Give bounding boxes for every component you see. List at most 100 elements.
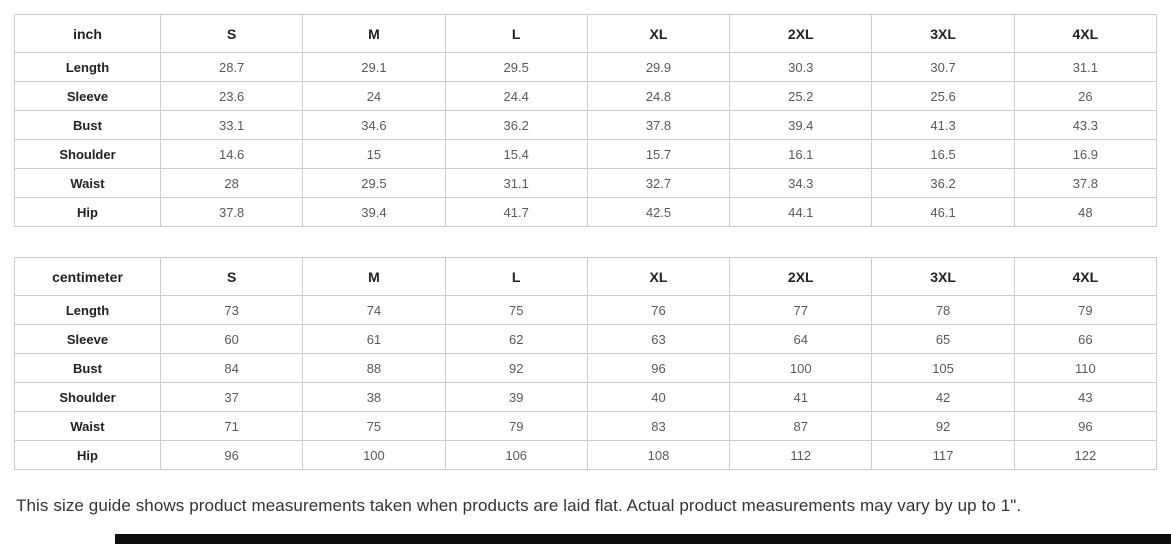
table-row: Waist 71 75 79 83 87 92 96	[14, 411, 1158, 441]
measurement-value: 117	[871, 440, 1015, 470]
measurement-value: 46.1	[871, 197, 1015, 227]
measurement-label: Waist	[14, 411, 161, 441]
table-row: Shoulder 14.6 15 15.4 15.7 16.1 16.5 16.9	[14, 139, 1158, 169]
measurement-label: Length	[14, 295, 161, 325]
measurement-value: 15	[302, 139, 446, 169]
measurement-value: 106	[444, 440, 588, 470]
measurement-value: 44.1	[729, 197, 873, 227]
size-header: 3XL	[871, 257, 1015, 296]
measurement-value: 74	[302, 295, 446, 325]
measurement-value: 43	[1013, 382, 1158, 412]
measurement-value: 29.5	[302, 168, 446, 198]
measurement-value: 100	[729, 353, 873, 383]
measurement-label: Bust	[14, 353, 161, 383]
measurement-value: 48	[1013, 197, 1158, 227]
size-header: 2XL	[729, 257, 873, 296]
size-header: 2XL	[729, 14, 873, 53]
measurement-value: 36.2	[444, 110, 588, 140]
measurement-value: 122	[1013, 440, 1158, 470]
size-table-inch: inch S M L XL 2XL 3XL 4XL Length 28.7 29.1 29.5 29.9…	[14, 14, 1158, 227]
measurement-label: Shoulder	[14, 139, 161, 169]
measurement-value: 37.8	[1013, 168, 1158, 198]
measurement-value: 37.8	[159, 197, 304, 227]
size-table-centimeter: centimeter S M L XL 2XL 3XL 4XL Length 73 74 75 76 77…	[14, 257, 1158, 470]
size-header: S	[159, 14, 304, 53]
measurement-value: 73	[159, 295, 304, 325]
measurement-value: 42	[871, 382, 1015, 412]
header-row: inch S M L XL 2XL 3XL 4XL	[14, 14, 1158, 53]
unit-header: inch	[14, 14, 161, 53]
table-row: Shoulder 37 38 39 40 41 42 43	[14, 382, 1158, 412]
measurement-value: 66	[1013, 324, 1158, 354]
measurement-value: 92	[444, 353, 588, 383]
measurement-label: Sleeve	[14, 324, 161, 354]
measurement-value: 15.4	[444, 139, 588, 169]
measurement-value: 63	[586, 324, 731, 354]
measurement-value: 40	[586, 382, 731, 412]
bottom-bar[interactable]	[115, 534, 1171, 544]
table-row: Bust 84 88 92 96 100 105 110	[14, 353, 1158, 383]
measurement-label: Waist	[14, 168, 161, 198]
measurement-value: 37.8	[586, 110, 731, 140]
measurement-label: Sleeve	[14, 81, 161, 111]
measurement-value: 39.4	[302, 197, 446, 227]
measurement-value: 71	[159, 411, 304, 441]
measurement-value: 108	[586, 440, 731, 470]
measurement-value: 76	[586, 295, 731, 325]
measurement-value: 41.3	[871, 110, 1015, 140]
measurement-value: 96	[159, 440, 304, 470]
measurement-value: 25.2	[729, 81, 873, 111]
size-header: L	[444, 14, 588, 53]
measurement-value: 16.1	[729, 139, 873, 169]
unit-header: centimeter	[14, 257, 161, 296]
measurement-value: 65	[871, 324, 1015, 354]
measurement-value: 36.2	[871, 168, 1015, 198]
measurement-value: 14.6	[159, 139, 304, 169]
measurement-value: 112	[729, 440, 873, 470]
size-header: 4XL	[1013, 14, 1158, 53]
measurement-value: 61	[302, 324, 446, 354]
measurement-value: 39	[444, 382, 588, 412]
measurement-value: 75	[302, 411, 446, 441]
measurement-value: 83	[586, 411, 731, 441]
measurement-value: 29.9	[586, 52, 731, 82]
measurement-value: 78	[871, 295, 1015, 325]
measurement-value: 79	[444, 411, 588, 441]
table-row: Length 28.7 29.1 29.5 29.9 30.3 30.7 31.1	[14, 52, 1158, 82]
measurement-value: 110	[1013, 353, 1158, 383]
measurement-value: 105	[871, 353, 1015, 383]
measurement-value: 29.1	[302, 52, 446, 82]
measurement-value: 34.3	[729, 168, 873, 198]
measurement-value: 84	[159, 353, 304, 383]
measurement-label: Bust	[14, 110, 161, 140]
measurement-value: 92	[871, 411, 1015, 441]
measurement-value: 30.7	[871, 52, 1015, 82]
measurement-value: 23.6	[159, 81, 304, 111]
measurement-value: 75	[444, 295, 588, 325]
measurement-value: 38	[302, 382, 446, 412]
measurement-value: 88	[302, 353, 446, 383]
table-row: Length 73 74 75 76 77 78 79	[14, 295, 1158, 325]
table-row: Sleeve 60 61 62 63 64 65 66	[14, 324, 1158, 354]
measurement-value: 30.3	[729, 52, 873, 82]
measurement-value: 26	[1013, 81, 1158, 111]
measurement-value: 24	[302, 81, 446, 111]
measurement-label: Shoulder	[14, 382, 161, 412]
measurement-value: 16.9	[1013, 139, 1158, 169]
measurement-value: 15.7	[586, 139, 731, 169]
measurement-value: 79	[1013, 295, 1158, 325]
measurement-label: Hip	[14, 197, 161, 227]
measurement-value: 41	[729, 382, 873, 412]
table-row: Hip 37.8 39.4 41.7 42.5 44.1 46.1 48	[14, 197, 1158, 227]
measurement-value: 96	[586, 353, 731, 383]
measurement-value: 25.6	[871, 81, 1015, 111]
measurement-value: 62	[444, 324, 588, 354]
size-header: XL	[586, 14, 731, 53]
measurement-value: 28	[159, 168, 304, 198]
size-header: 4XL	[1013, 257, 1158, 296]
measurement-value: 60	[159, 324, 304, 354]
measurement-value: 34.6	[302, 110, 446, 140]
measurement-value: 31.1	[444, 168, 588, 198]
measurement-value: 39.4	[729, 110, 873, 140]
measurement-value: 24.8	[586, 81, 731, 111]
